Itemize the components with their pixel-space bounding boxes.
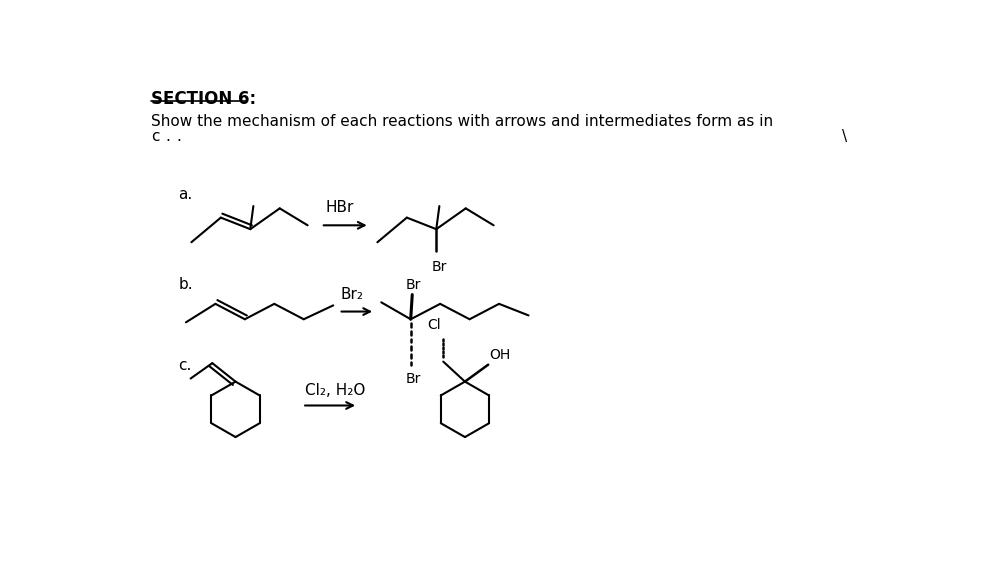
Text: SECTION 6:: SECTION 6: <box>150 90 256 108</box>
Text: c: c <box>150 129 159 144</box>
Text: Show the mechanism of each reactions with arrows and intermediates form as in: Show the mechanism of each reactions wit… <box>150 114 772 129</box>
Text: .: . <box>165 129 171 144</box>
Text: OH: OH <box>489 348 511 362</box>
Text: a.: a. <box>178 187 193 202</box>
Text: c.: c. <box>178 358 192 373</box>
Text: .: . <box>176 129 181 144</box>
Text: Br₂: Br₂ <box>340 288 363 302</box>
Text: Br: Br <box>431 260 446 274</box>
Text: Cl: Cl <box>426 319 440 332</box>
Text: HBr: HBr <box>325 200 353 214</box>
Text: Br: Br <box>405 373 421 386</box>
Text: \: \ <box>842 129 847 144</box>
Text: Br: Br <box>405 278 421 292</box>
Text: b.: b. <box>178 277 193 292</box>
Text: Cl₂, H₂O: Cl₂, H₂O <box>304 383 364 398</box>
